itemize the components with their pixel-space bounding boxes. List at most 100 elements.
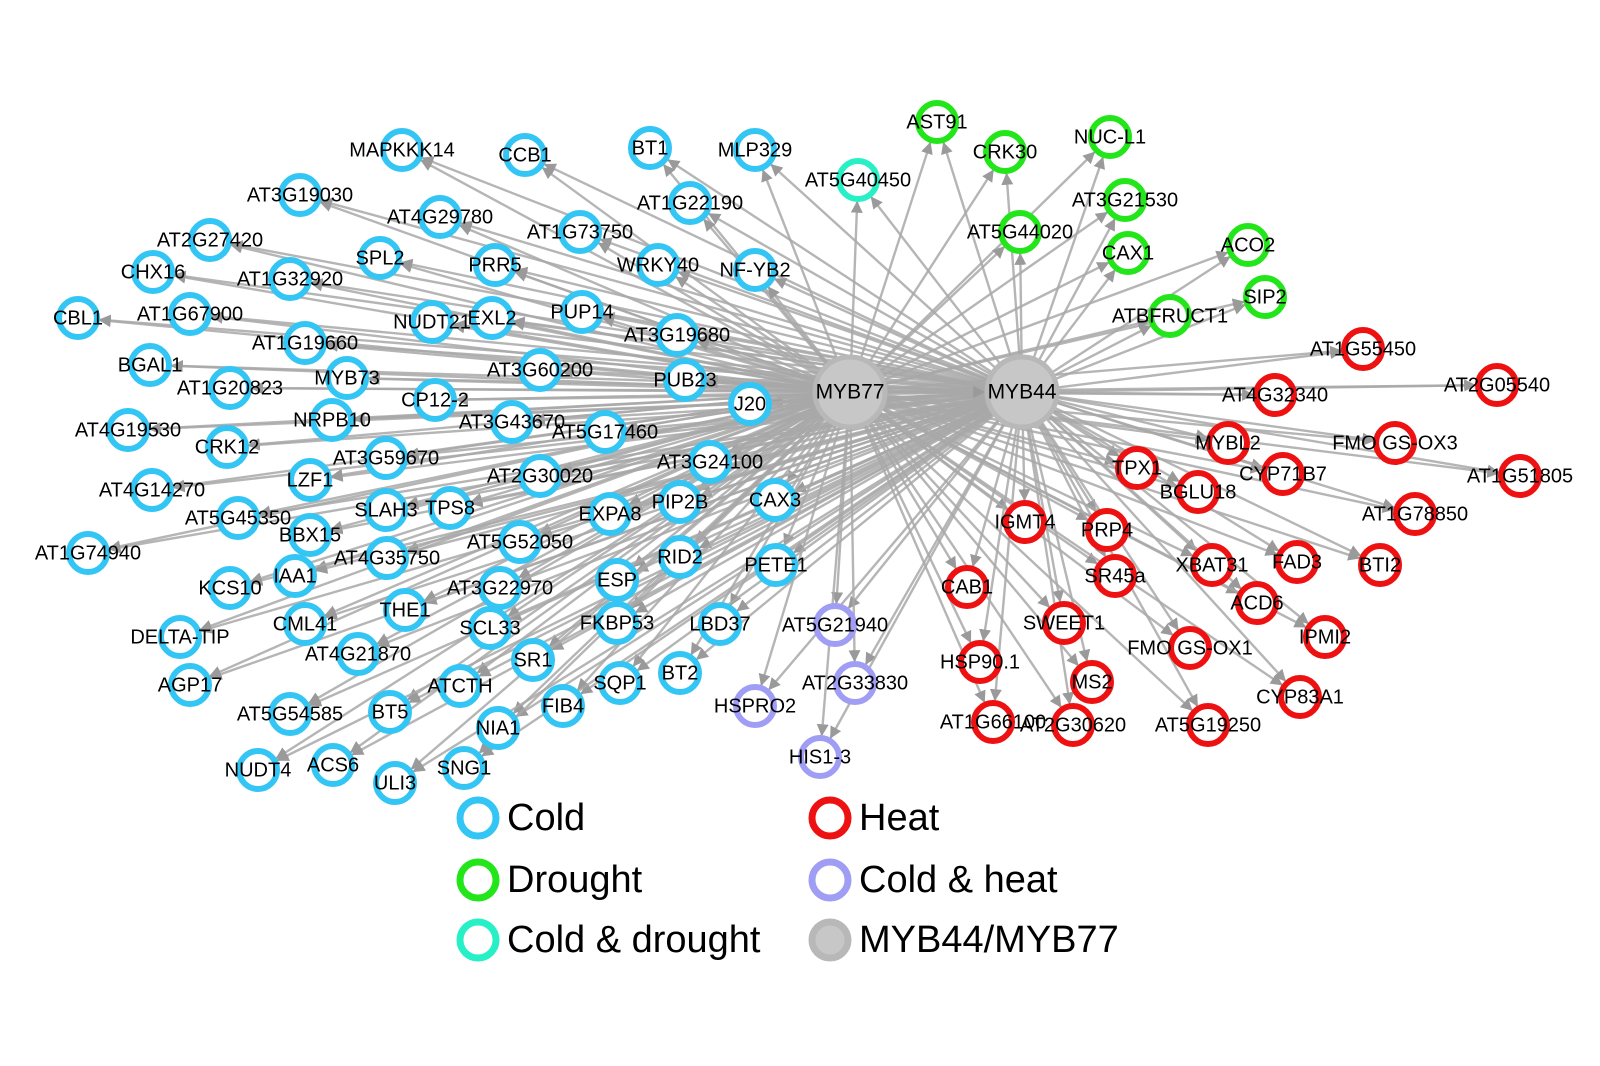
gene-node-ring: [1358, 543, 1402, 587]
gene-node-label: AT1G73750: [527, 221, 633, 243]
gene-node-at3g19680: AT3G19680: [624, 313, 730, 357]
gene-node-label: SCL33: [459, 617, 520, 639]
gene-node-fmo-gs-ox1: FMO GS-OX1: [1127, 626, 1253, 670]
gene-node-label: CAX3: [749, 489, 801, 511]
gene-node-ring: [595, 558, 639, 602]
legend-label: Drought: [507, 859, 643, 901]
gene-node-ring: [380, 128, 424, 172]
edge-myb77-atbfruct1: [883, 317, 1150, 386]
gene-node-at5g52050: AT5G52050: [467, 520, 573, 564]
gene-node-ring: [383, 588, 427, 632]
gene-node-j20: J20: [728, 382, 772, 426]
edge-myb44-at1g55450: [1056, 347, 1343, 389]
gene-node-the1: THE1: [379, 588, 431, 632]
gene-node-ring: [268, 257, 312, 301]
gene-node-label: WRKY40: [617, 254, 699, 276]
gene-node-ring: [733, 248, 777, 292]
edge-myb44-aco2: [1050, 255, 1231, 374]
gene-node-label: CRK12: [195, 436, 259, 458]
gene-node-lbd37: LBD37: [689, 602, 751, 646]
gene-node-pub23: PUB23: [653, 358, 717, 402]
gene-node-label: ACO2: [1221, 234, 1275, 256]
gene-node-ring: [511, 638, 555, 682]
gene-node-label: CYP83A1: [1256, 686, 1344, 708]
gene-node-ring: [833, 661, 877, 705]
legend-swatch: [808, 796, 852, 840]
hub-node-myb44: MYB44: [984, 354, 1060, 430]
gene-node-at3g19030: AT3G19030: [247, 173, 353, 217]
hub-node-label: MYB44: [988, 381, 1057, 404]
gene-node-at5g19250: AT5G19250: [1155, 703, 1261, 747]
gene-node-crk30: CRK30: [973, 130, 1037, 174]
gene-node-label: RID2: [657, 546, 703, 568]
gene-node-tpx1: TPX1: [1112, 446, 1162, 490]
gene-node-ring: [1190, 543, 1234, 587]
gene-node-ring: [1115, 446, 1159, 490]
gene-node-ring: [998, 210, 1042, 254]
hub-node-circle: [812, 354, 888, 430]
gene-node-at2g27420: AT2G27420: [157, 218, 263, 262]
gene-node-pete1: PETE1: [744, 543, 808, 587]
gene-node-label: XBAT31: [1176, 554, 1249, 576]
edge-myb44-hspro2: [768, 417, 1001, 691]
gene-node-label: SWEET1: [1023, 612, 1105, 634]
edge-myb77-at4g29780: [459, 224, 819, 380]
gene-node-label: CYP71B7: [1239, 463, 1327, 485]
gene-node-ms2: MS2: [1070, 660, 1114, 704]
gene-node-ring: [518, 454, 562, 498]
gene-node-label: AT1G51805: [1467, 465, 1573, 487]
edge-myb44-sip2: [1054, 303, 1246, 381]
gene-node-uli3: ULI3: [373, 761, 417, 805]
edge-myb44-cab1: [970, 425, 1014, 567]
gene-node-ring: [1106, 231, 1150, 275]
edge-myb77-sng1: [478, 415, 826, 754]
legend-label: MYB44/MYB77: [859, 919, 1119, 961]
legend-item-cold: Cold: [456, 796, 585, 840]
gene-node-sip2: SIP2: [1243, 275, 1287, 319]
gene-node-nrpb10: NRPB10: [293, 398, 371, 442]
gene-node-label: AT1G32920: [237, 268, 343, 290]
gene-node-ring: [168, 292, 212, 336]
gene-node-label: AT3G19030: [247, 184, 353, 206]
edge-myb44-fad3: [1051, 409, 1280, 552]
gene-node-rid2: RID2: [657, 535, 703, 579]
gene-node-ring: [628, 126, 672, 170]
gene-node-label: AT5G19250: [1155, 714, 1261, 736]
gene-node-label: FAD3: [1272, 551, 1322, 573]
legend-swatch: [808, 858, 852, 902]
gene-node-iaa1: IAA1: [273, 554, 317, 598]
edge-myb44-fmo-gs-ox3: [1056, 395, 1375, 445]
gene-node-label: HSP90.1: [940, 651, 1020, 673]
gene-node-label: SNG1: [437, 757, 491, 779]
gene-node-ring: [283, 602, 327, 646]
gene-node-ring: [1148, 294, 1192, 338]
edge-myb77-cyp83a1: [878, 410, 1283, 686]
gene-node-ring: [418, 195, 462, 239]
edge-myb77-ast91: [859, 141, 933, 360]
gene-node-ring: [655, 313, 699, 357]
gene-node-label: AT5G21940: [782, 614, 888, 636]
gene-node-label: CBL1: [53, 307, 103, 329]
gene-node-label: PETE1: [744, 554, 807, 576]
gene-node-ring: [636, 243, 680, 287]
gene-node-ring: [541, 684, 585, 728]
gene-node-ring: [1341, 327, 1385, 371]
gene-node-label: CAB1: [941, 576, 993, 598]
edge-myb77-aco2: [882, 250, 1229, 381]
gene-node-delta-tip: DELTA-TIP: [130, 615, 230, 659]
gene-node-label: MS2: [1071, 671, 1112, 693]
gene-node-xbat31: XBAT31: [1176, 543, 1249, 587]
edge-myb77-bt5: [407, 411, 822, 701]
edge-myb44-agp17: [209, 402, 990, 680]
edge-myb77-crk30: [867, 169, 995, 364]
gene-node-label: AT3G22970: [447, 577, 553, 599]
legend-item-cold-drought: Cold & drought: [456, 918, 761, 962]
gene-node-ring: [663, 358, 707, 402]
gene-node-cyp71b7: CYP71B7: [1239, 452, 1327, 496]
gene-node-label: AT2G27420: [157, 229, 263, 251]
gene-node-at1g67900: AT1G67900: [137, 292, 243, 336]
gene-node-label: AT2G05540: [1444, 374, 1550, 396]
gene-node-ring: [1373, 421, 1417, 465]
gene-node-ring: [945, 565, 989, 609]
